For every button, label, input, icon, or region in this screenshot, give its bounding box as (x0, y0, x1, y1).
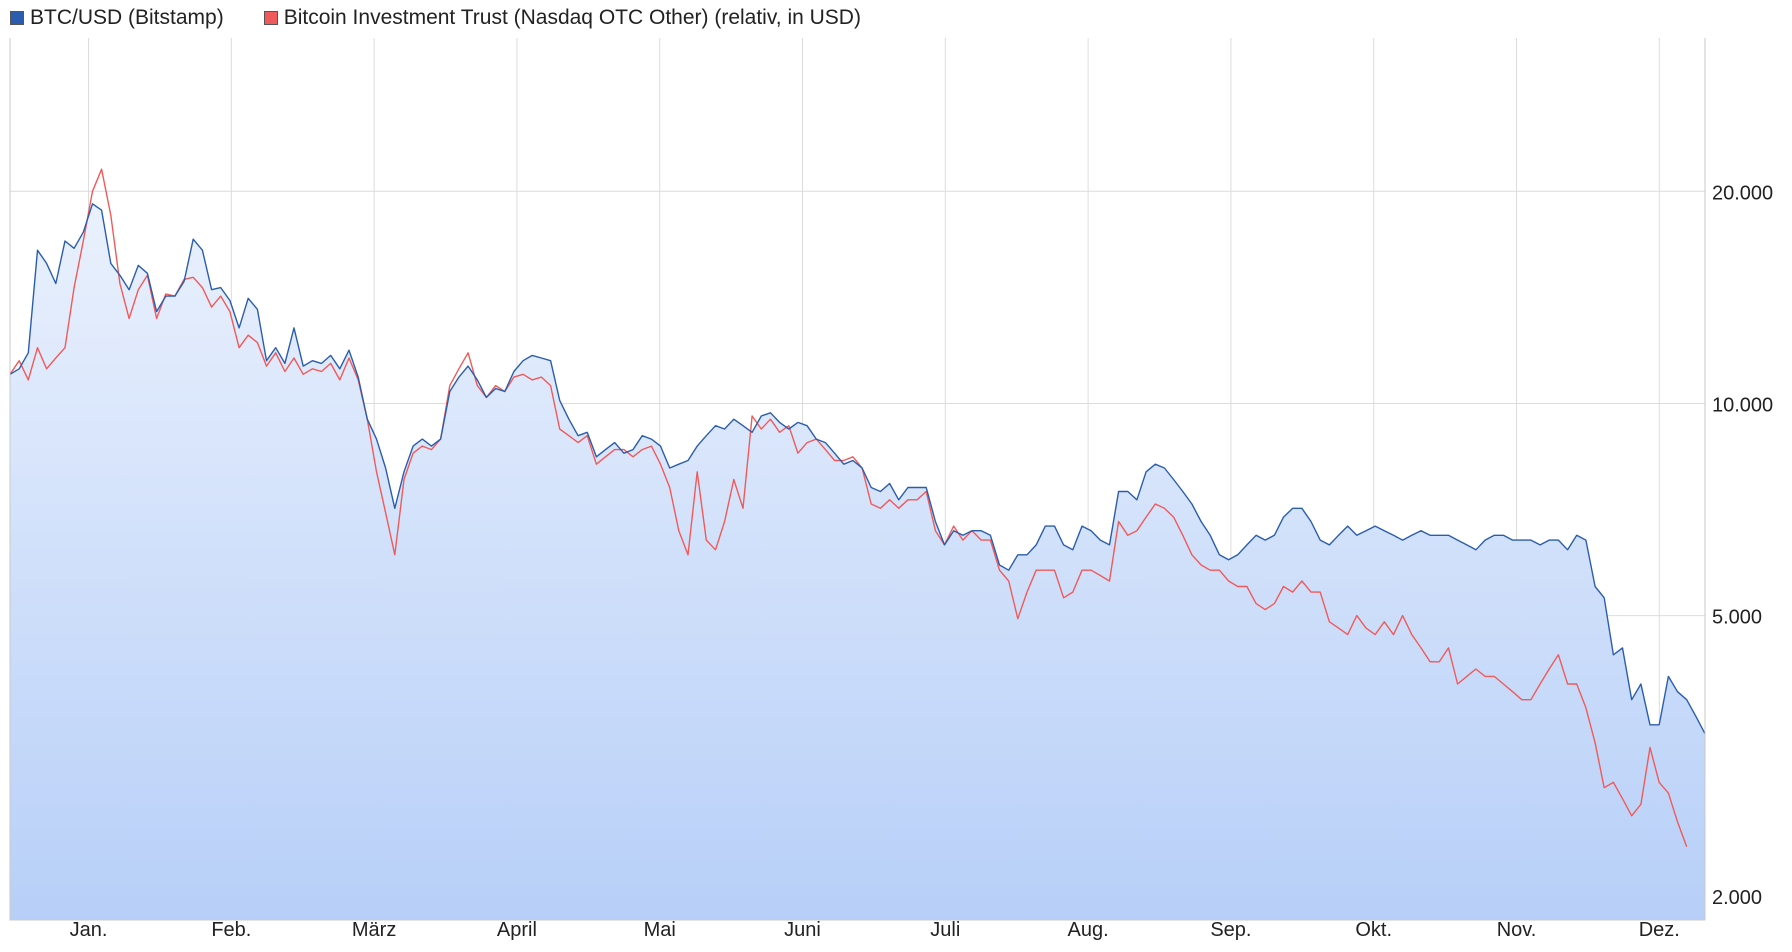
legend-item-gbtc[interactable]: Bitcoin Investment Trust (Nasdaq OTC Oth… (263, 6, 861, 30)
legend-item-btc[interactable]: BTC/USD (Bitstamp) (10, 6, 224, 30)
y-tick-label: 5.000 (1712, 607, 1762, 629)
y-tick-label: 20.000 (1712, 182, 1773, 204)
legend-label-btc: BTC/USD (Bitstamp) (30, 6, 224, 29)
y-tick-label: 10.000 (1712, 394, 1773, 416)
x-tick-label: Aug. (1068, 919, 1109, 941)
x-tick-label: Dez. (1639, 919, 1680, 941)
gbtc-series-line (9, 168, 1688, 848)
x-tick-label: Sep. (1210, 919, 1251, 941)
x-tick-label: April (497, 919, 537, 941)
x-tick-label: Jan. (70, 919, 108, 941)
x-tick-label: Feb. (211, 919, 251, 941)
btc-series-line (9, 203, 1706, 735)
legend: BTC/USD (Bitstamp) Bitcoin Investment Tr… (10, 6, 901, 30)
x-tick-label: Nov. (1497, 919, 1537, 941)
legend-swatch-gbtc (263, 11, 278, 25)
legend-swatch-btc (10, 11, 24, 25)
legend-label-gbtc: Bitcoin Investment Trust (Nasdaq OTC Oth… (283, 6, 861, 29)
x-tick-label: Okt. (1355, 919, 1392, 941)
x-tick-label: Juli (930, 919, 960, 941)
x-tick-label: Juni (784, 919, 821, 941)
plot-frame (9, 38, 1706, 921)
x-tick-label: März (352, 919, 396, 941)
y-tick-label: 2.000 (1712, 887, 1762, 909)
btc-area-fill (10, 203, 1705, 921)
x-tick-label: Mai (644, 919, 676, 941)
